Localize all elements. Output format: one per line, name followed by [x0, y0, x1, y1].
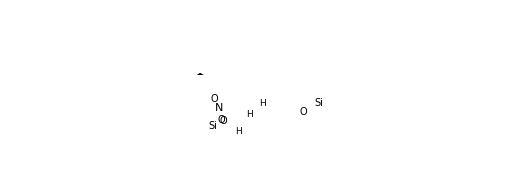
Text: N: N: [214, 103, 223, 113]
Text: O: O: [218, 115, 226, 125]
Text: O: O: [210, 94, 218, 104]
Text: O: O: [220, 116, 227, 126]
Text: H: H: [260, 99, 266, 108]
Polygon shape: [260, 106, 263, 118]
Text: O: O: [299, 107, 307, 117]
Text: H: H: [235, 127, 241, 136]
Text: Si: Si: [208, 121, 217, 131]
Text: H: H: [246, 110, 252, 119]
Text: Si: Si: [314, 99, 323, 108]
Polygon shape: [260, 104, 263, 118]
